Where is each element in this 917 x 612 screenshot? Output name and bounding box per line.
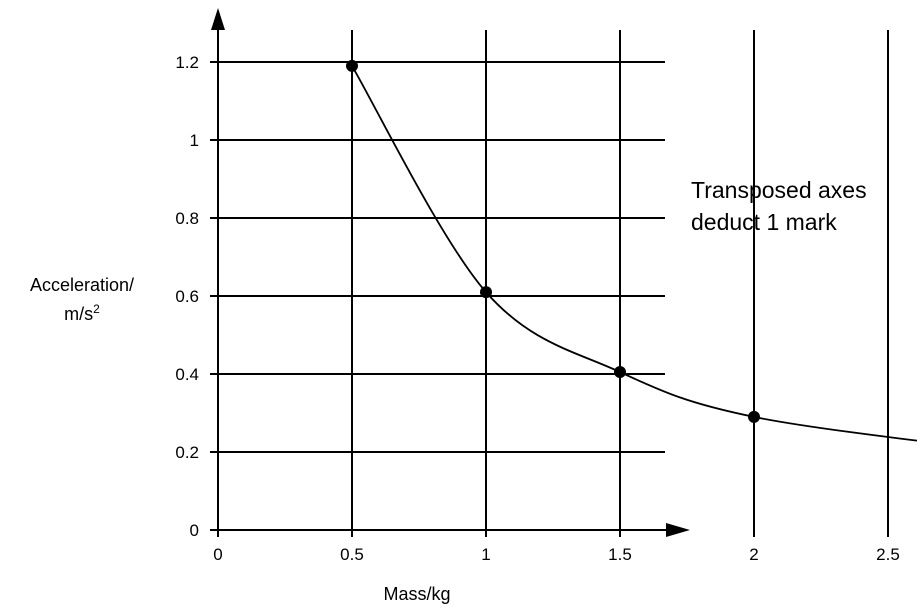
annotation-line1: Transposed axes xyxy=(691,177,867,203)
data-point xyxy=(748,410,760,423)
y-tick-label: 0 xyxy=(190,521,199,540)
best-fit-curve xyxy=(351,65,917,442)
y-tick-label: 0.6 xyxy=(175,287,199,306)
x-tick-labels: 00.511.522.53 xyxy=(213,545,900,564)
y-axis-label-line2: m/s2 xyxy=(64,302,100,324)
y-tick-label: 1 xyxy=(190,131,199,150)
y-axis-unit-superscript: 2 xyxy=(93,302,100,316)
x-tick-label: 1 xyxy=(481,545,490,564)
x-tick-label: 1.5 xyxy=(608,545,632,564)
x-tick-label: 0.5 xyxy=(340,545,364,564)
y-tick-label: 0.8 xyxy=(175,209,199,228)
x-axis-arrowhead xyxy=(666,523,690,537)
x-tick-label: 2.5 xyxy=(876,545,900,564)
data-points xyxy=(346,59,760,423)
y-tick-label: 0.2 xyxy=(175,443,199,462)
y-axis-label-line1: Acceleration/ xyxy=(30,275,134,295)
data-point xyxy=(346,59,358,72)
y-axis-unit-base: m/s xyxy=(64,304,93,324)
x-axis-label: Mass/kg xyxy=(383,584,450,604)
y-tick-label: 0.4 xyxy=(175,365,199,384)
y-tick-label: 1.2 xyxy=(175,53,199,72)
x-tick-label: 2 xyxy=(749,545,758,564)
axes xyxy=(210,8,889,537)
annotation-line2: deduct 1 mark xyxy=(691,209,837,235)
best-fit-curve-group xyxy=(351,65,917,442)
y-tick-labels: 0 0.2 0.4 0.6 0.8 1 1.2 xyxy=(175,53,199,540)
x-tick-label: 0 xyxy=(213,545,222,564)
data-point xyxy=(480,286,492,299)
grid-lines xyxy=(218,30,889,530)
data-point xyxy=(614,366,626,379)
y-axis-arrowhead xyxy=(211,8,225,30)
